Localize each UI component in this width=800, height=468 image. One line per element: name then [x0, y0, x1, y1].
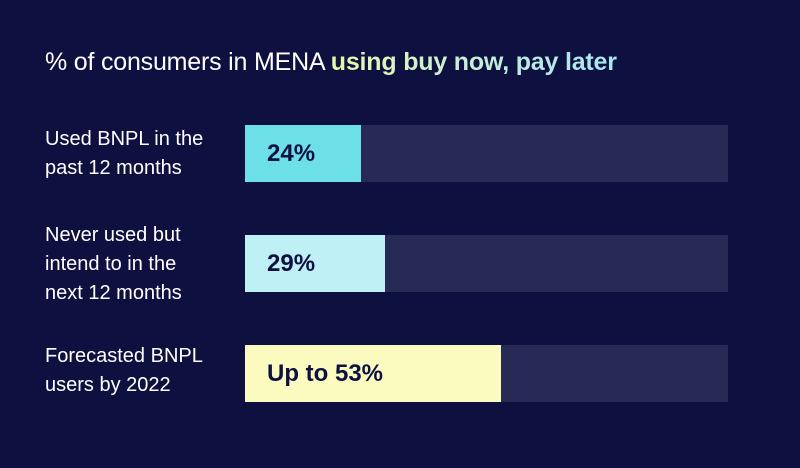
- bar-track: Up to 53%: [245, 345, 728, 402]
- bar-label: Forecasted BNPL users by 2022: [45, 345, 203, 396]
- bar: [245, 125, 361, 182]
- chart-title-plain: % of consumers in MENA: [45, 48, 331, 76]
- bar-label: Never used but intend to in the next 12 …: [45, 224, 182, 304]
- chart-title: % of consumers in MENA using buy now, pa…: [45, 48, 617, 77]
- bar: [245, 235, 385, 292]
- bar: [245, 345, 501, 402]
- bar-track: 29%: [245, 235, 728, 292]
- chart-title-highlight: using buy now, pay later: [330, 48, 617, 76]
- bar-value-label: Up to 53%: [267, 360, 384, 387]
- bar-value-label: 29%: [267, 250, 316, 277]
- bar-value-label: 24%: [267, 140, 316, 167]
- bar-label: Used BNPL in the past 12 months: [45, 128, 204, 179]
- bar-track: 24%: [245, 125, 728, 182]
